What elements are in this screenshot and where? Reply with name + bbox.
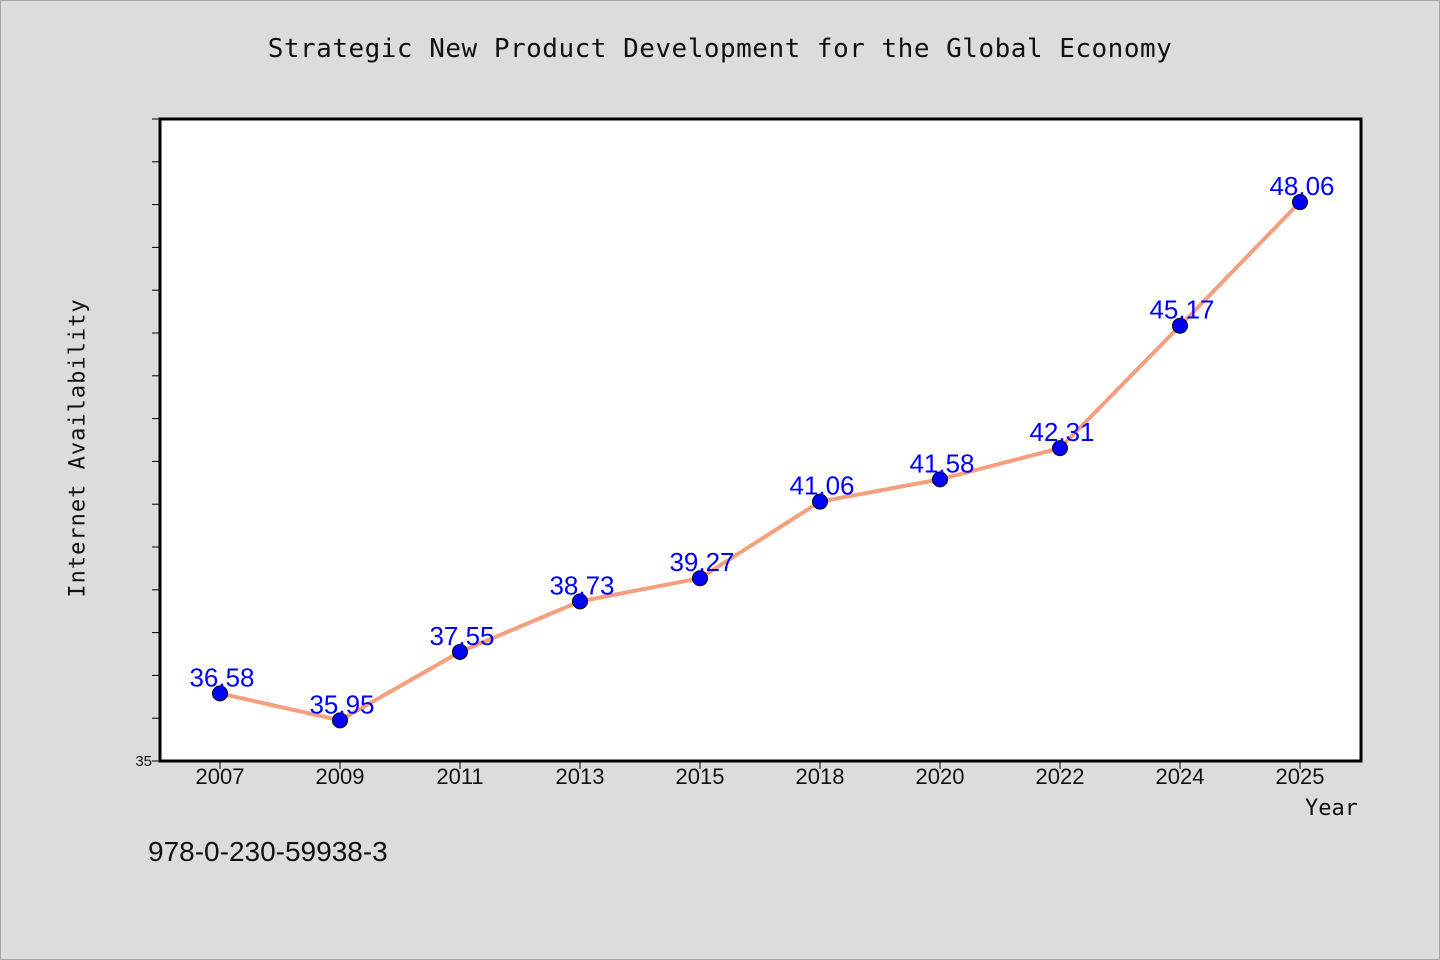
- data-point: [692, 570, 708, 587]
- x-tick-label: 2022: [1036, 764, 1085, 789]
- x-tick-label: 2018: [796, 764, 845, 789]
- x-tick-label: 2020: [916, 764, 965, 789]
- data-label: 35.95: [309, 689, 374, 719]
- y-tick-label: 35: [135, 753, 152, 770]
- x-tick-label: 2015: [676, 764, 725, 789]
- data-point: [572, 593, 588, 610]
- data-point: [212, 685, 228, 702]
- x-tick-label: 2007: [196, 764, 245, 789]
- data-point: [1292, 194, 1308, 211]
- data-label: 45.17: [1149, 295, 1214, 325]
- x-axis-label: Year: [1305, 796, 1358, 821]
- chart-title: Strategic New Product Development for th…: [267, 34, 1173, 64]
- series-group: 36.58 35.95 37.55 38.73 39.27 41.06 41.58 42.31…: [189, 171, 1335, 729]
- data-label: 41.06: [789, 471, 854, 501]
- isbn-footnote: 978-0-230-59938-3: [148, 836, 388, 867]
- data-label: 36.58: [189, 662, 254, 692]
- data-point: [932, 471, 948, 488]
- x-tick-label: 2009: [316, 764, 365, 789]
- data-label: 37.55: [429, 621, 494, 651]
- data-label: 39.27: [669, 547, 734, 577]
- data-point: [332, 712, 348, 729]
- x-tick-label: 2025: [1276, 764, 1325, 789]
- data-point: [1052, 440, 1068, 457]
- data-point: [1172, 317, 1188, 334]
- x-tick-label: 2011: [436, 764, 483, 789]
- data-label: 38.73: [549, 570, 614, 600]
- data-label: 48.06: [1269, 171, 1334, 201]
- x-axis-ticks: 2007 2009 2011 2013 2015 2018 2020 2022 2024 2025: [196, 761, 1325, 789]
- x-tick-label: 2024: [1156, 764, 1205, 789]
- data-point: [812, 493, 828, 510]
- y-axis-ticks: 35: [135, 118, 160, 770]
- x-tick-label: 2013: [556, 764, 605, 789]
- plot-area: [158, 117, 1363, 763]
- series-line: [218, 200, 1302, 723]
- data-label: 42.31: [1029, 417, 1094, 447]
- data-label: 41.58: [909, 448, 974, 478]
- data-point: [452, 643, 468, 660]
